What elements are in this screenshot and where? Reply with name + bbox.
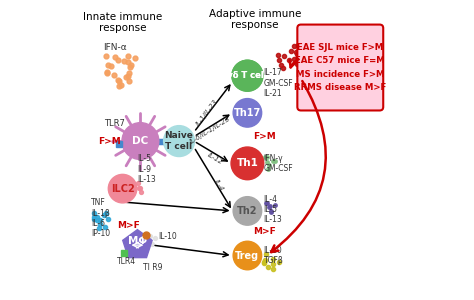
Text: Naive
T cell: Naive T cell bbox=[164, 131, 193, 151]
Text: TNF
IL-1β
IL-6
IP-10: TNF IL-1β IL-6 IP-10 bbox=[91, 198, 110, 238]
Circle shape bbox=[122, 123, 159, 160]
Text: IL-4
IL-5
IL-13: IL-4 IL-5 IL-13 bbox=[264, 194, 283, 224]
Circle shape bbox=[233, 197, 262, 225]
Text: IL-5
IL-9
IL-13: IL-5 IL-9 IL-13 bbox=[137, 154, 155, 184]
Text: γδ T cell: γδ T cell bbox=[228, 71, 267, 80]
Text: MΦ: MΦ bbox=[128, 236, 147, 246]
Text: IL-10
TGFβ: IL-10 TGFβ bbox=[264, 246, 283, 265]
Circle shape bbox=[233, 241, 262, 270]
Polygon shape bbox=[123, 230, 152, 258]
Text: Th17: Th17 bbox=[234, 108, 261, 118]
Text: Th2: Th2 bbox=[237, 206, 258, 216]
Text: γδ T cell: γδ T cell bbox=[228, 71, 267, 80]
Text: TLR4: TLR4 bbox=[117, 257, 136, 266]
Circle shape bbox=[232, 60, 263, 91]
Text: DC: DC bbox=[132, 136, 148, 146]
Text: IL-10: IL-10 bbox=[158, 232, 177, 241]
Text: IFN-γ
GM-CSF: IFN-γ GM-CSF bbox=[264, 154, 293, 173]
FancyBboxPatch shape bbox=[297, 25, 383, 110]
Circle shape bbox=[233, 99, 262, 127]
Text: IL-17
GM-CSF
IL-21: IL-17 GM-CSF IL-21 bbox=[264, 68, 293, 98]
Text: IL-6/IL-1/IL-23: IL-6/IL-1/IL-23 bbox=[189, 116, 232, 146]
Text: M>F: M>F bbox=[253, 227, 276, 236]
Text: EAE SJL mice F>M
EAE C57 mice F=M
MS incidence F>M
RRMS disease M>F: EAE SJL mice F>M EAE C57 mice F=M MS inc… bbox=[294, 43, 386, 92]
Text: IL-12: IL-12 bbox=[207, 151, 224, 165]
Text: Th1: Th1 bbox=[237, 158, 258, 168]
Text: M>F: M>F bbox=[117, 221, 139, 230]
Text: IL-4: IL-4 bbox=[213, 178, 225, 192]
Circle shape bbox=[232, 60, 263, 91]
Text: TI R9: TI R9 bbox=[143, 263, 163, 272]
Text: Adaptive immune
response: Adaptive immune response bbox=[209, 9, 301, 30]
Text: Innate immune
response: Innate immune response bbox=[83, 12, 162, 33]
Text: Treg: Treg bbox=[235, 250, 259, 260]
Circle shape bbox=[164, 126, 194, 157]
Text: F>M: F>M bbox=[98, 136, 121, 146]
Circle shape bbox=[231, 147, 264, 180]
Text: F>M: F>M bbox=[253, 132, 276, 141]
Text: ILC2: ILC2 bbox=[111, 184, 135, 194]
Text: IL-1/IL-23: IL-1/IL-23 bbox=[195, 98, 219, 127]
Circle shape bbox=[108, 174, 137, 203]
Text: TLR7: TLR7 bbox=[104, 119, 125, 128]
Text: IFN-α: IFN-α bbox=[103, 43, 127, 52]
